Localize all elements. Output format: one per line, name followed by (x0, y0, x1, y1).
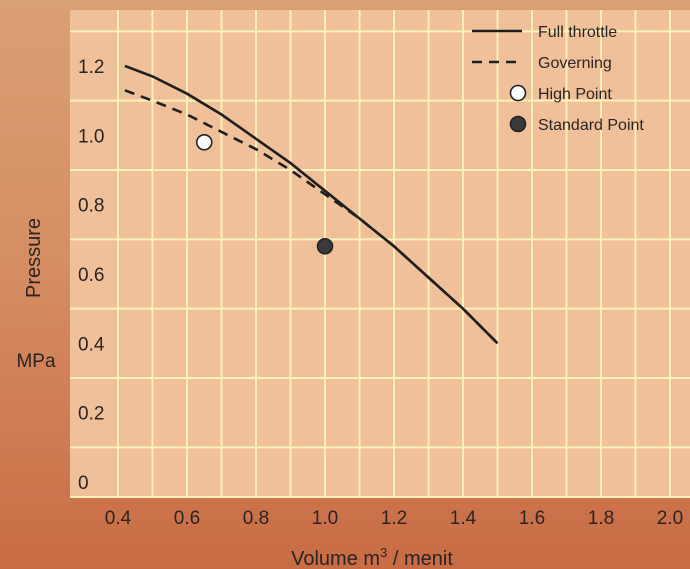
legend-swatch-point (509, 115, 527, 133)
x-tick-label: 0.6 (174, 508, 200, 529)
plot-area (70, 10, 690, 497)
y-tick-label: 0.8 (78, 196, 104, 217)
legend: Full throttle Governing High Point Standard… (472, 24, 644, 134)
y-tick-label: 0 (78, 473, 89, 494)
x-tick-label: 0.4 (105, 508, 132, 529)
x-tick-label: 1.8 (588, 508, 614, 529)
x-tick-labels: 0.4 0.6 0.8 1.0 1.2 1.4 1.6 1.8 2.0 (105, 508, 683, 529)
y-tick-labels: 0 0.2 0.4 0.6 0.8 1.0 1.2 (78, 57, 105, 494)
y-tick-label: 1.0 (78, 126, 104, 147)
legend-label: Full throttle (538, 24, 617, 41)
y-tick-label: 0.4 (78, 334, 105, 355)
gridlines (70, 10, 690, 498)
data-points (195, 133, 334, 255)
series-lines (124, 64, 499, 345)
x-axis-label-sup: 3 (380, 545, 387, 560)
point-marker (195, 133, 213, 151)
legend-label: Governing (538, 55, 612, 72)
legend-label: High Point (538, 86, 612, 103)
x-tick-label: 0.8 (243, 508, 269, 529)
y-tick-label: 0.6 (78, 265, 104, 286)
y-axis-unit: MPa (16, 351, 56, 372)
x-tick-label: 1.2 (381, 508, 407, 529)
series-solid (124, 64, 499, 345)
x-tick-label: 2.0 (657, 508, 683, 529)
y-axis-label: Pressure (23, 218, 45, 298)
point-marker (316, 237, 334, 255)
x-axis-label-text: Volume m (291, 548, 380, 569)
x-axis-label-suffix: / menit (387, 548, 453, 569)
legend-label: Standard Point (538, 117, 644, 134)
x-tick-label: 1.6 (519, 508, 545, 529)
legend-swatch-point (509, 84, 527, 102)
x-tick-label: 1.0 (312, 508, 338, 529)
y-tick-label: 1.2 (78, 57, 104, 78)
x-tick-label: 1.4 (450, 508, 477, 529)
y-tick-label: 0.2 (78, 404, 104, 425)
series-dashed (124, 89, 499, 345)
x-axis-label: Volume m3 / menit (291, 545, 453, 569)
